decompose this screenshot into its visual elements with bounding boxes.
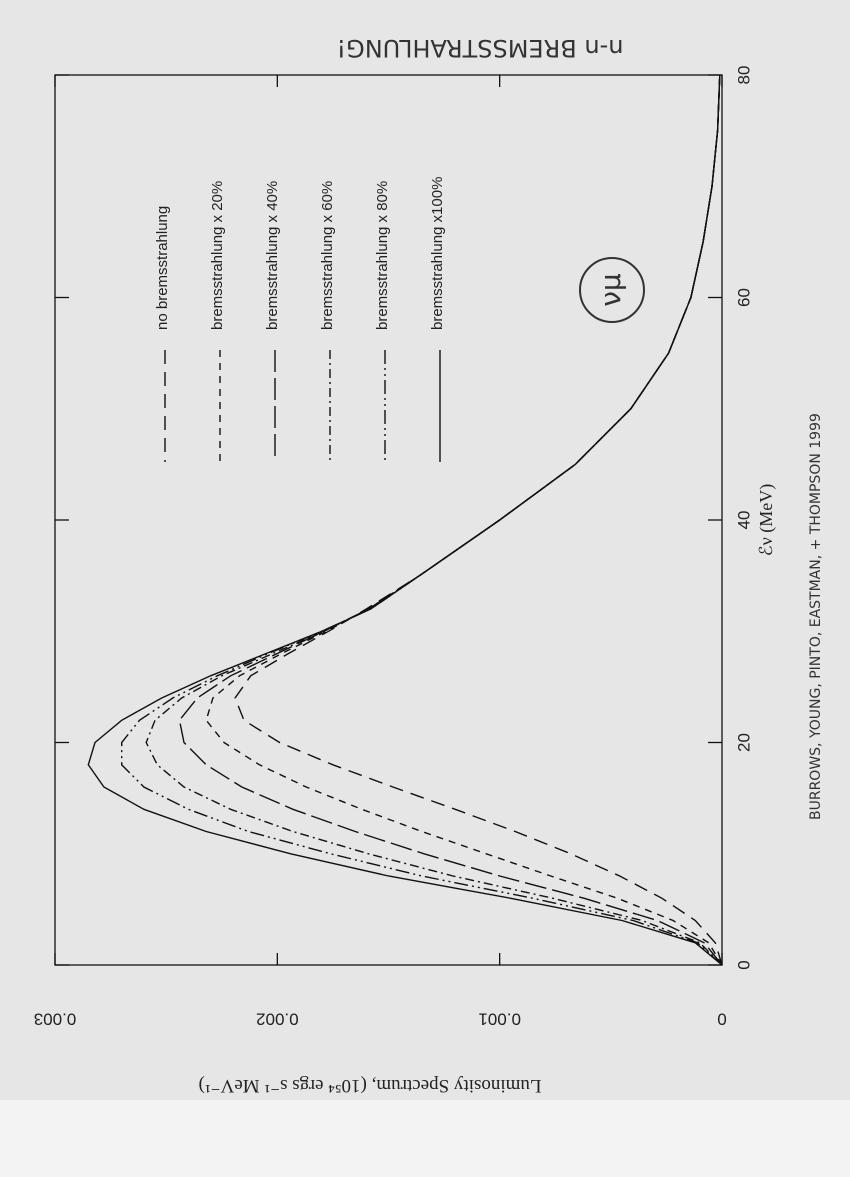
legend-label: no bremsstrahlung (154, 206, 171, 330)
legend-label: bremsstrahlung x 40% (264, 181, 281, 330)
series-line (205, 74, 723, 966)
legend-label: bremsstrahlung x100% (429, 177, 446, 330)
x-tick-label: 40 (734, 511, 753, 530)
x-tick-label: 20 (734, 733, 753, 752)
paper (0, 0, 850, 1100)
annotation: νμ (594, 273, 627, 307)
y-tick-label: 0.001 (478, 1010, 521, 1029)
legend-label: bremsstrahlung x 20% (209, 181, 226, 330)
x-tick-label: 60 (734, 288, 753, 307)
y-tick-label: 0 (717, 1010, 726, 1029)
annotation: BURROWS, YOUNG, PINTO, EASTMAN, + THOMPS… (808, 413, 824, 820)
circle-mark (579, 257, 645, 323)
y-tick-label: 0.003 (34, 1010, 77, 1029)
x-tick-label: 80 (734, 66, 753, 85)
legend-label: bremsstrahlung x 60% (319, 181, 336, 330)
y-tick-label: 0.002 (256, 1010, 299, 1029)
x-tick-label: 0 (734, 960, 753, 969)
x-axis-label: ℰν (MeV) (756, 484, 777, 557)
chart-title: n-n BREMSSTRAHLUNG! (337, 34, 624, 62)
series-line (87, 74, 723, 966)
legend-label: bremsstrahlung x 80% (374, 181, 391, 330)
y-axis-label: Luminosity Spectrum, (10⁵⁴ ergs s⁻¹ MeV⁻… (198, 1075, 541, 1096)
